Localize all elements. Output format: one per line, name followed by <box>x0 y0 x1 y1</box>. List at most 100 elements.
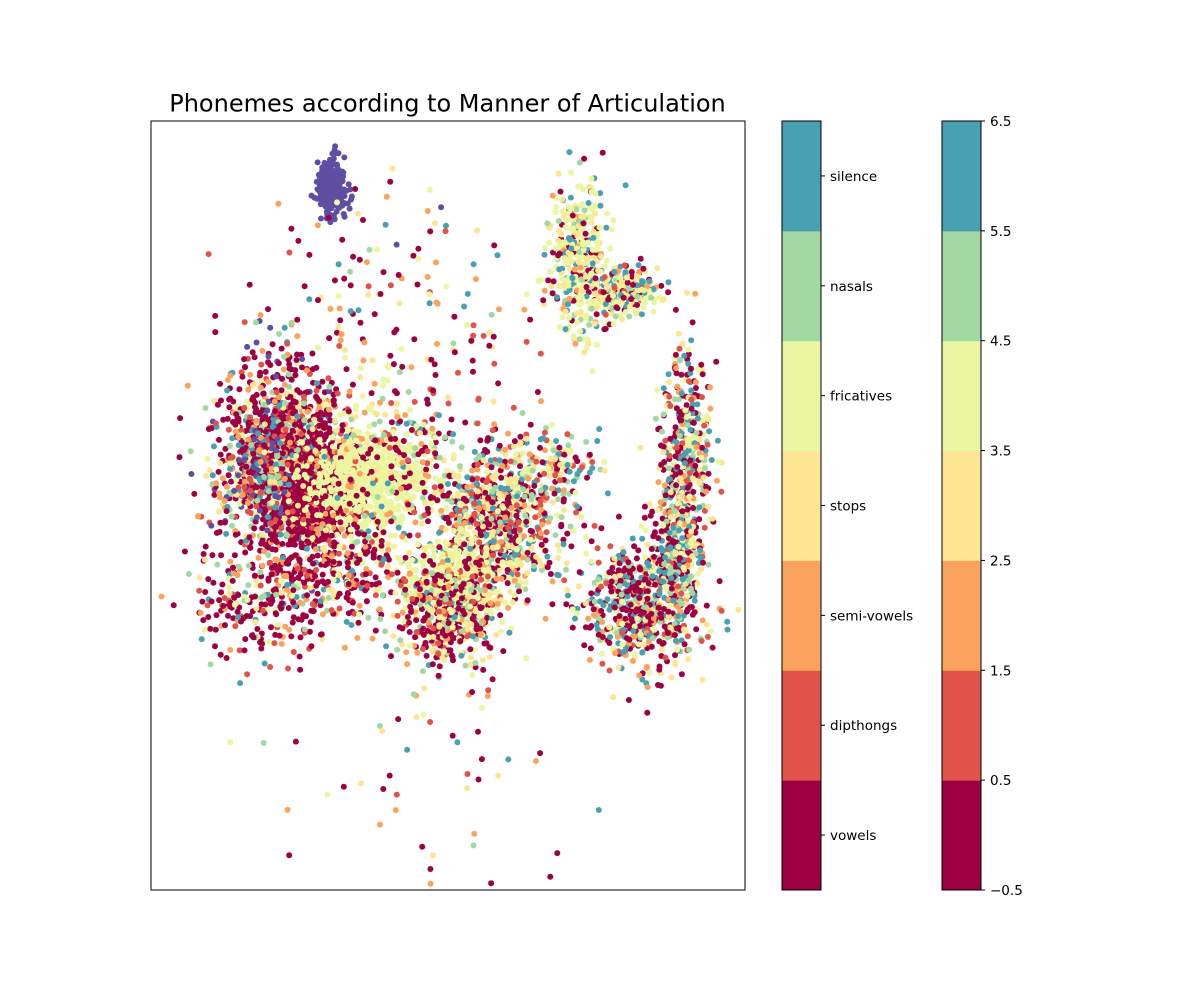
data-point <box>278 525 285 532</box>
data-point <box>552 532 559 539</box>
data-point <box>212 312 219 319</box>
data-point <box>544 553 551 560</box>
data-point <box>431 551 438 558</box>
data-point <box>303 462 310 469</box>
data-point <box>273 466 280 473</box>
data-point <box>275 360 282 367</box>
data-point <box>476 561 483 568</box>
data-point <box>599 650 605 657</box>
data-point <box>229 435 236 442</box>
data-point <box>452 544 459 551</box>
data-point <box>474 594 481 601</box>
data-point <box>401 469 408 476</box>
data-point <box>514 571 521 578</box>
data-point <box>257 312 264 318</box>
data-point <box>490 552 496 559</box>
data-point <box>404 661 411 668</box>
data-point <box>301 400 307 407</box>
data-point <box>243 463 250 470</box>
data-point <box>325 406 332 413</box>
data-point <box>258 361 265 368</box>
data-point <box>213 420 219 427</box>
data-point <box>251 436 258 443</box>
data-point <box>272 493 279 500</box>
data-point <box>334 329 340 336</box>
data-point <box>318 215 324 222</box>
data-point <box>487 457 494 464</box>
chart-title: Phonemes according to Manner of Articula… <box>169 90 726 118</box>
data-point <box>420 646 426 652</box>
data-point <box>400 446 407 453</box>
data-point <box>457 526 464 532</box>
data-point <box>233 411 240 418</box>
data-point <box>522 512 529 519</box>
data-point <box>209 472 216 479</box>
data-point <box>639 535 646 542</box>
data-point <box>458 583 465 590</box>
data-point <box>591 522 598 529</box>
data-point <box>477 605 484 612</box>
data-point <box>264 407 271 414</box>
data-point <box>304 389 311 396</box>
data-point <box>235 472 242 479</box>
data-point <box>278 505 285 512</box>
data-point <box>256 372 263 379</box>
data-point <box>325 460 332 467</box>
data-point <box>467 545 474 552</box>
data-point <box>684 633 691 640</box>
data-point <box>323 472 330 479</box>
data-point <box>187 448 194 455</box>
data-point <box>319 571 326 578</box>
data-point <box>276 394 282 401</box>
data-point <box>327 202 334 209</box>
data-point <box>225 472 232 479</box>
data-point <box>216 436 222 443</box>
data-point <box>438 507 445 514</box>
data-point <box>469 672 476 678</box>
data-point <box>448 498 455 505</box>
data-point <box>345 181 352 188</box>
data-point <box>521 533 528 540</box>
data-point <box>493 631 500 638</box>
data-point <box>250 450 257 457</box>
data-point <box>304 408 311 415</box>
data-point <box>488 610 495 617</box>
data-point <box>511 528 518 535</box>
data-point <box>259 525 266 532</box>
data-point <box>290 516 297 522</box>
data-point <box>316 398 323 405</box>
data-point <box>494 588 501 594</box>
data-point <box>253 514 260 521</box>
data-point <box>216 528 223 535</box>
data-point <box>275 473 282 480</box>
data-point <box>239 373 246 380</box>
data-point <box>636 623 643 630</box>
data-point <box>567 523 574 530</box>
data-point <box>288 366 295 373</box>
data-point <box>332 417 339 424</box>
data-point <box>333 427 340 434</box>
data-point <box>316 476 323 483</box>
data-point <box>273 428 280 434</box>
data-point <box>564 592 571 599</box>
data-point <box>241 483 248 490</box>
data-point <box>206 467 213 473</box>
data-point <box>216 490 223 497</box>
data-point <box>735 606 742 613</box>
data-point <box>599 660 606 667</box>
data-point <box>273 373 280 380</box>
data-point <box>360 357 367 364</box>
data-point <box>465 555 472 562</box>
data-point <box>333 162 340 169</box>
data-point <box>269 341 276 348</box>
scatter-points <box>158 143 742 887</box>
data-point <box>341 213 348 220</box>
data-point <box>515 519 522 526</box>
data-point <box>598 607 605 614</box>
data-point <box>455 605 462 612</box>
data-point <box>411 509 418 516</box>
data-point <box>514 583 521 589</box>
data-point <box>424 604 431 610</box>
data-point <box>264 527 271 534</box>
data-point <box>316 416 323 423</box>
